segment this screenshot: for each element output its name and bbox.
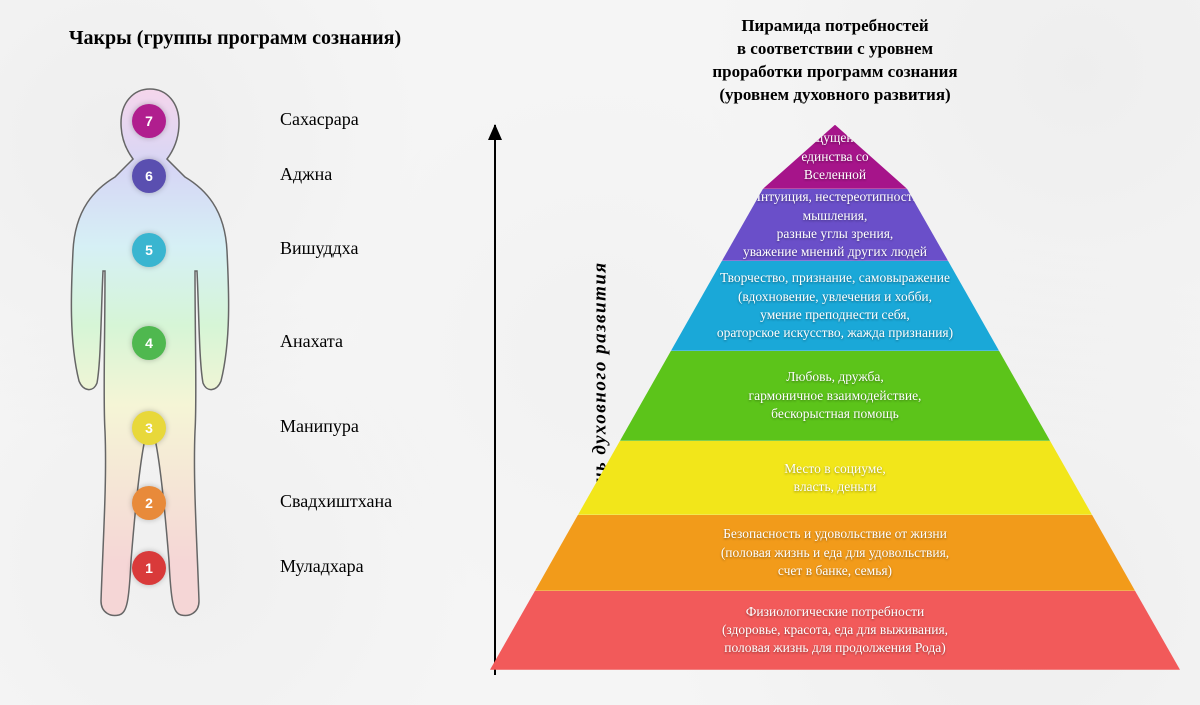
pyramid-level-6: Интуиция, нестереотипность мышления,разн… xyxy=(722,189,948,261)
chakra-label-7: Сахасрара xyxy=(280,109,359,130)
chakra-label-6: Аджна xyxy=(280,164,332,185)
chakra-dot-6: 6 xyxy=(132,159,166,193)
pyramid-level-4: Любовь, дружба,гармоничное взаимодействи… xyxy=(620,351,1050,441)
chakras-panel: Чакры (группы программ сознания) 7 Сахаср… xyxy=(0,0,470,705)
pyramid-level-2: Безопасность и удовольствие от жизни(пол… xyxy=(535,515,1135,591)
chakra-label-4: Анахата xyxy=(280,331,343,352)
pyramid-level-text: Ощущение единства со Вселенной xyxy=(778,129,892,184)
chakra-label-2: Свадхиштхана xyxy=(280,491,392,512)
pyramid-level-3: Место в социуме,власть, деньги xyxy=(578,441,1092,515)
pyramid-panel: Пирамида потребностейв соответствии с ур… xyxy=(470,0,1200,705)
pyramid-level-text: Место в социуме,власть, деньги xyxy=(784,460,885,496)
chakra-dot-3: 3 xyxy=(132,411,166,445)
pyramid-level-text: Творчество, признание, самовыражение(вдо… xyxy=(717,269,953,342)
chakra-dot-4: 4 xyxy=(132,326,166,360)
chakra-dot-1: 1 xyxy=(132,551,166,585)
chakra-dot-2: 2 xyxy=(132,486,166,520)
pyramid-level-7: Ощущение единства со Вселенной xyxy=(763,125,907,189)
chakra-label-5: Вишуддха xyxy=(280,238,358,259)
pyramid: Ощущение единства со ВселеннойИнтуиция, … xyxy=(525,125,1145,670)
body-area: 7 Сахасрара 6 Аджна 5 Вишуддха 4 Анахата 3 Манипу… xyxy=(0,71,470,631)
pyramid-level-text: Безопасность и удовольствие от жизни(пол… xyxy=(721,525,949,580)
pyramid-title: Пирамида потребностейв соответствии с ур… xyxy=(470,15,1200,107)
chakra-dot-5: 5 xyxy=(132,233,166,267)
pyramid-level-text: Физиологические потребности(здоровье, кр… xyxy=(722,603,948,658)
pyramid-level-5: Творчество, признание, самовыражение(вдо… xyxy=(671,261,999,351)
pyramid-level-1: Физиологические потребности(здоровье, кр… xyxy=(490,591,1180,670)
pyramid-level-text: Любовь, дружба,гармоничное взаимодействи… xyxy=(749,368,922,423)
chakra-dot-7: 7 xyxy=(132,104,166,138)
chakra-label-3: Манипура xyxy=(280,416,359,437)
chakra-label-1: Муладхара xyxy=(280,556,364,577)
pyramid-level-text: Интуиция, нестереотипность мышления,разн… xyxy=(740,188,930,261)
chakras-title: Чакры (группы программ сознания) xyxy=(0,25,470,51)
main-container: Чакры (группы программ сознания) 7 Сахаср… xyxy=(0,0,1200,705)
